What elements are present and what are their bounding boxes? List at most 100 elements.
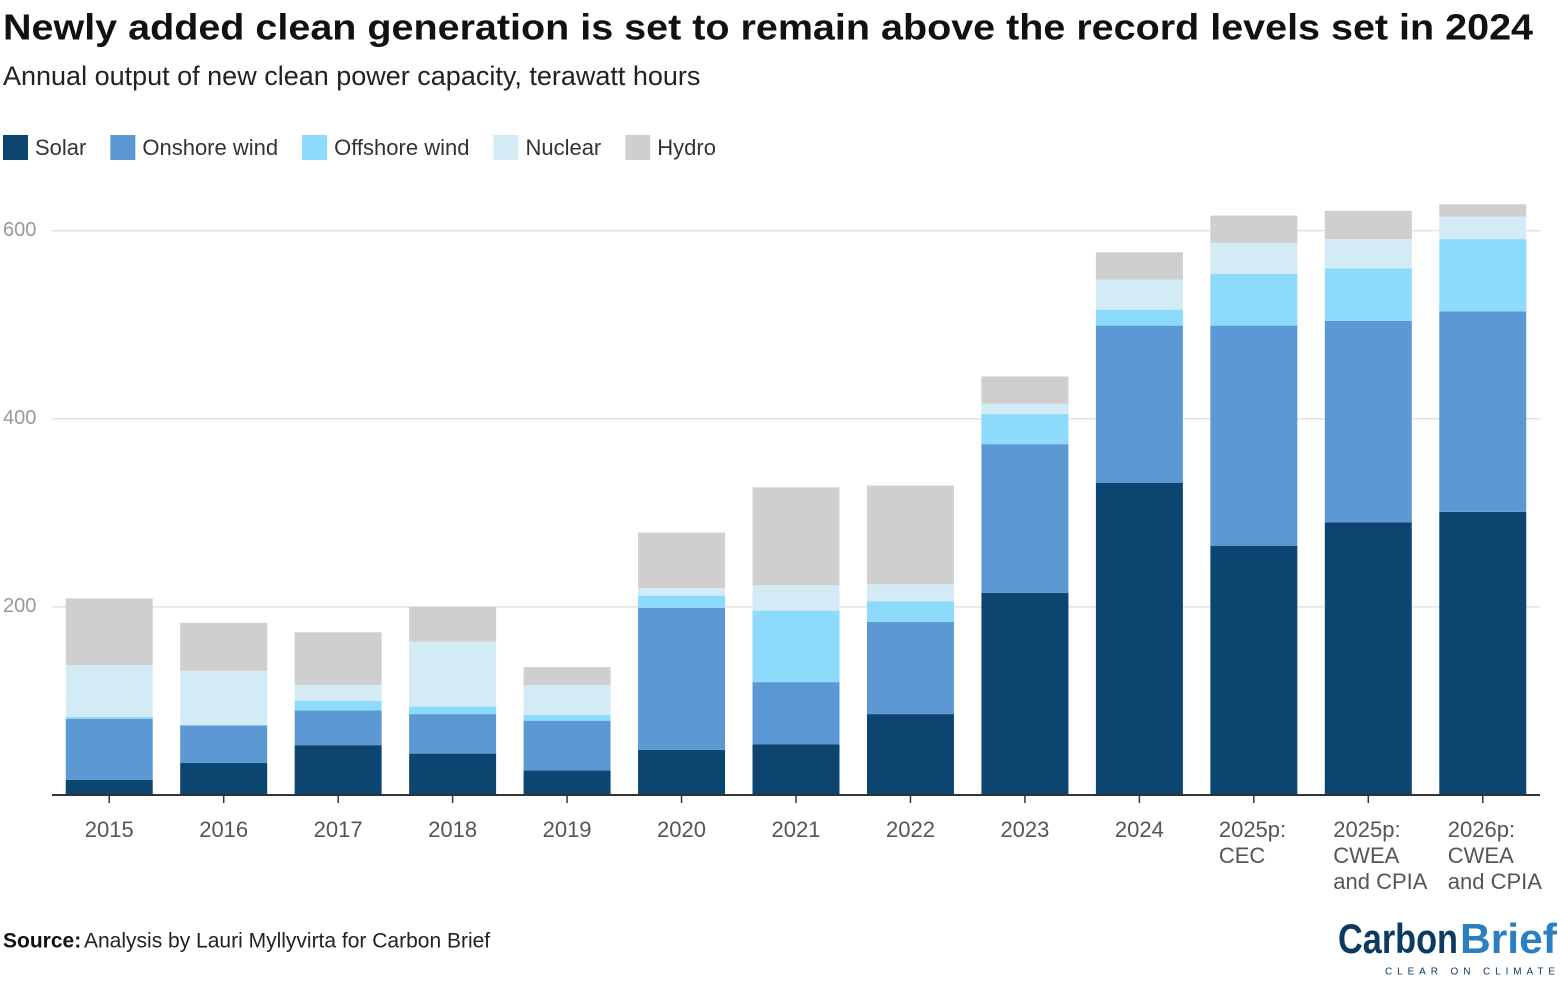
- bar-segment: [409, 753, 497, 795]
- bar-segment: [1324, 210, 1412, 240]
- bar-segment: [981, 414, 1069, 445]
- bar-segment: [866, 621, 954, 715]
- bar-segment: [65, 718, 153, 780]
- y-tick-label: 400: [3, 407, 36, 429]
- bar-segment: [1439, 311, 1527, 512]
- bar-segment: [752, 744, 840, 795]
- source-text: Analysis by Lauri Myllyvirta for Carbon …: [84, 930, 490, 953]
- bar-segment: [1439, 511, 1527, 795]
- bar-segment: [65, 716, 153, 719]
- x-tick-label: 2025p:: [1219, 817, 1286, 842]
- bar-segment: [523, 770, 611, 795]
- bar-segment: [638, 588, 726, 596]
- bar-segment: [866, 601, 954, 622]
- x-tick-label: 2021: [772, 817, 821, 842]
- legend-swatch: [110, 135, 136, 160]
- bar-segment: [523, 715, 611, 721]
- legend-swatch: [493, 135, 519, 160]
- x-tick-label: 2018: [428, 817, 477, 842]
- bar-segment: [981, 376, 1069, 404]
- bar-segment: [180, 670, 268, 726]
- bar-segment: [981, 592, 1069, 795]
- y-tick-label: 200: [3, 595, 36, 617]
- logo-primary: Carbon: [1338, 915, 1458, 962]
- bar-segment: [180, 763, 268, 795]
- legend-label: Onshore wind: [142, 135, 278, 160]
- bar-segment: [752, 585, 840, 611]
- bar-segment: [638, 749, 726, 795]
- bar-segment: [523, 667, 611, 685]
- bar-segment: [1324, 522, 1412, 795]
- bar-segment: [1439, 204, 1527, 217]
- bar-segment: [65, 598, 153, 666]
- legend-label: Hydro: [657, 135, 716, 160]
- bar-segment: [981, 403, 1069, 415]
- logo-tagline: CLEAR ON CLIMATE: [1385, 967, 1555, 978]
- legend-swatch: [302, 135, 328, 160]
- bar-segment: [1210, 215, 1298, 243]
- x-tick-label: CEC: [1219, 843, 1266, 868]
- bar-segment: [180, 622, 268, 671]
- source-label: Source:: [3, 930, 81, 953]
- bar-segment: [65, 665, 153, 717]
- x-tick-label: CWEA: [1448, 843, 1514, 868]
- bar-segment: [409, 706, 497, 715]
- bar-segment: [294, 700, 382, 711]
- x-tick-label: 2026p:: [1448, 817, 1515, 842]
- bar-segment: [409, 641, 497, 707]
- x-tick-label: 2020: [657, 817, 706, 842]
- bar-segment: [638, 607, 726, 750]
- x-tick-label: 2025p:: [1333, 817, 1400, 842]
- x-tick-label: 2022: [886, 817, 935, 842]
- bar-segment: [1210, 325, 1298, 546]
- legend-swatch: [625, 135, 651, 160]
- bar-segment: [752, 682, 840, 745]
- legend-swatch: [3, 135, 28, 160]
- x-tick-label: and CPIA: [1333, 869, 1427, 894]
- x-tick-label: 2019: [543, 817, 592, 842]
- bar-segment: [1095, 279, 1183, 310]
- bar-segment: [752, 610, 840, 683]
- legend-label: Nuclear: [525, 135, 601, 160]
- bar-segment: [1324, 239, 1412, 269]
- chart-title: Newly added clean generation is set to r…: [3, 7, 1533, 48]
- bar-segment: [523, 684, 611, 716]
- bar-segment: [1439, 239, 1527, 312]
- legend-label: Solar: [35, 135, 86, 160]
- x-tick-label: and CPIA: [1448, 869, 1542, 894]
- bar-segment: [1095, 309, 1183, 326]
- bar-segment: [866, 584, 954, 602]
- bar-segment: [1210, 545, 1298, 795]
- bar-segment: [180, 725, 268, 764]
- bar-segment: [752, 487, 840, 586]
- x-tick-label: 2015: [85, 817, 134, 842]
- bar-segment: [866, 485, 954, 585]
- bar-segment: [638, 595, 726, 608]
- x-tick-label: 2024: [1115, 817, 1164, 842]
- bar-segment: [409, 606, 497, 642]
- bar-segment: [1095, 252, 1183, 280]
- bar-segment: [981, 444, 1069, 593]
- x-tick-label: 2023: [1000, 817, 1049, 842]
- bar-segment: [409, 714, 497, 754]
- bar-segment: [294, 632, 382, 685]
- bar-segment: [1439, 216, 1527, 240]
- bar-segment: [1095, 482, 1183, 795]
- chart-subtitle: Annual output of new clean power capacit…: [3, 61, 700, 91]
- x-tick-label: 2016: [199, 817, 248, 842]
- bar-segment: [1324, 268, 1412, 321]
- bar-segment: [1210, 273, 1298, 326]
- x-tick-label: 2017: [314, 817, 363, 842]
- bar-segment: [523, 720, 611, 771]
- bar-segment: [294, 710, 382, 746]
- x-tick-label: CWEA: [1333, 843, 1399, 868]
- bar-segment: [1210, 242, 1298, 274]
- bar-segment: [294, 745, 382, 795]
- bar-segment: [65, 779, 153, 795]
- bar-segment: [1324, 320, 1412, 523]
- bar-segment: [1095, 325, 1183, 483]
- y-tick-label: 600: [3, 219, 36, 241]
- bar-segment: [866, 714, 954, 795]
- bar-segment: [638, 532, 726, 589]
